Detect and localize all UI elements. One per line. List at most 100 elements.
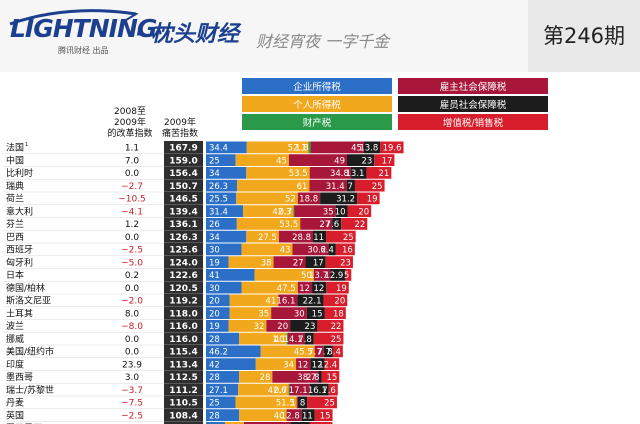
bar-segment-employee_social [328,243,336,256]
bar-segment-property [286,332,288,345]
bar-label-corporate_income: 30 [209,284,220,294]
misery-index-value: 156.4 [169,169,197,179]
bar-segment-personal_income [239,409,287,421]
misery-index-value: 122.6 [169,271,197,281]
bar-segment-vat_sales [313,332,344,345]
bar-segment-employer_social [310,141,364,154]
bar-label-vat_sales: 15 [320,411,331,421]
misery-index-box [164,192,203,205]
misery-index-value: 111.2 [169,386,197,396]
bar-segment-employee_social [306,307,325,319]
bar-label-corporate_income: 19 [209,258,220,268]
reform-index-value: −10.5 [118,195,146,205]
bar-label-employer_social: 30 [294,309,305,319]
bar-label-personal_income: 42.3 [272,207,291,217]
bar-segment-corporate_income [206,320,229,332]
header-change-line2: 2009年 [114,116,146,128]
reform-index-value: 0.0 [125,348,140,358]
bar-segment-employer_social [287,332,305,345]
bar-segment-employee_social [301,409,315,421]
reform-index-value: 0.0 [125,233,140,243]
misery-index-value: 116.0 [169,335,197,345]
bar-label-corporate_income: 28 [209,335,220,345]
bar-label-employer_social: 27 [319,220,330,230]
misery-index-value: 119.2 [169,297,197,307]
bar-segment-corporate_income [206,141,247,154]
country-label: 挪威 [6,333,24,345]
bar-segment-employee_social [297,396,308,409]
bar-label-employee_social: 15 [312,309,323,319]
bar-segment-vat_sales [326,281,349,294]
bar-label-personal_income: 40 [274,411,285,421]
bar-label-employer_social: 28.8 [292,233,311,243]
logo-wordmark: LIGHTNING [10,14,157,43]
bar-segment-employee_social [330,269,346,281]
bar-label-corporate_income: 20 [209,297,220,307]
bar-label-corporate_income: 25 [209,156,220,166]
misery-index-value: 167.9 [169,144,197,154]
legend-swatch-employer_social [398,78,548,94]
bar-label-employee_social: 11 [313,233,324,243]
bar-label-employer_social: 35 [323,207,334,217]
legend-label-property: 财产税 [303,117,332,129]
bar-label-corporate_income: 27.1 [209,386,228,396]
bar-label-vat_sales: 16 [342,246,353,256]
bar-label-property: 1.1 [272,335,286,345]
misery-index-value: 159.0 [169,156,197,166]
reform-index-value: 8.0 [125,309,140,319]
bar-label-vat_sales: 12.4 [318,360,337,370]
reform-index-value: 7.0 [125,156,140,166]
bar-segment-personal_income [239,332,287,345]
bar-segment-employee_social [310,358,325,370]
bar-segment-personal_income [229,294,279,307]
bar-label-vat_sales: 23 [340,258,351,268]
misery-index-value: 120.5 [169,284,197,294]
misery-index-box [164,396,203,409]
bar-segment-personal_income [235,154,289,166]
bar-segment-vat_sales [341,218,368,230]
bar-label-corporate_income: 25 [209,399,220,409]
bar-label-personal_income: 52.1 [288,144,307,154]
reform-index-value: 1.1 [125,144,139,154]
bar-label-employer_social: 12 [299,284,310,294]
bar-segment-employee_social [332,218,342,230]
bar-segment-corporate_income [206,332,240,345]
bar-label-personal_income: 51.5 [276,399,295,409]
bar-label-corporate_income: 34 [209,169,220,179]
bar-label-vat_sales: 22 [354,220,365,230]
bar-segment-corporate_income [206,243,242,256]
bar-label-vat_sales: 25 [372,182,383,192]
bar-segment-vat_sales [314,409,333,421]
bar-segment-vat_sales [345,269,352,281]
bar-label-vat_sales: 8.4 [327,348,341,358]
bar-segment-personal_income [229,307,272,319]
bar-segment-vat_sales [366,167,392,179]
reform-index-value: 1.2 [125,220,139,230]
bar-label-corporate_income: 26 [209,220,220,230]
reform-index-value: 0.0 [125,284,140,294]
bar-segment-employer_social [286,409,302,421]
bar-label-employee_social: 7 [348,182,353,192]
bar-label-employer_social: 27 [293,258,304,268]
reform-index-value: −2.5 [121,411,143,421]
bar-label-personal_income: 28 [260,373,271,383]
misery-index-box [164,243,203,256]
bar-segment-employer_social [297,281,313,294]
bar-label-vat_sales: 18 [333,309,344,319]
bar-label-corporate_income: 19 [209,322,220,332]
bar-segment-employee_social [309,383,329,396]
misery-index-box [164,230,203,243]
bar-label-personal_income: 53.5 [289,169,308,179]
bar-segment-personal_income [228,320,267,332]
bar-segment-employee_social [346,179,355,192]
country-label: 中国 [6,154,24,166]
bar-label-employer_social: 30.2 [307,246,326,256]
bar-label-employee_social: 13.8 [359,144,378,154]
bar-label-employee_social: 6.4 [320,246,334,256]
misery-index-box [164,408,203,422]
bar-segment-employer_social [273,256,306,268]
misery-index-box [164,294,203,307]
bar-segment-employer_social [278,294,298,307]
misery-index-box [164,357,203,371]
bar-segment-employee_social [323,345,333,358]
